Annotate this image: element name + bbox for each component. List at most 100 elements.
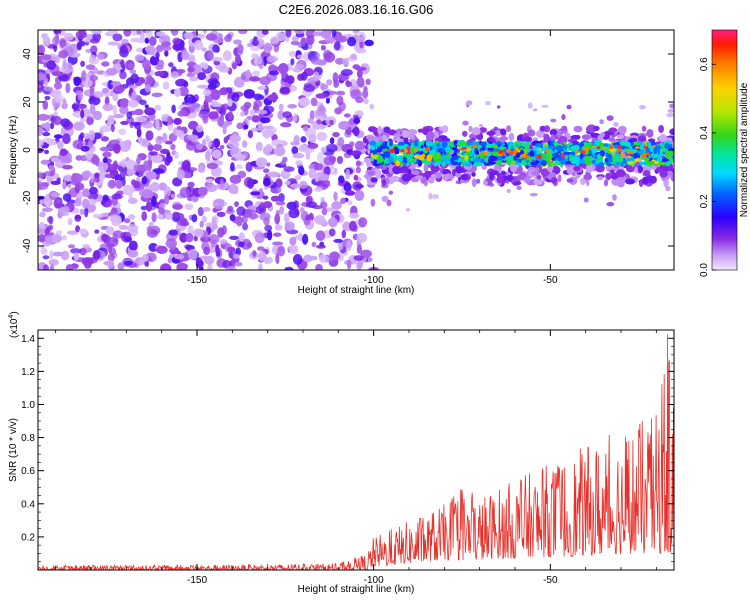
spectrogram-band-cell [596,153,601,159]
spectrogram-noise-cell [86,115,94,126]
spectrogram-band-cell [654,145,662,150]
spectrogram-band-halo [479,127,487,133]
spectrogram-noise-cell [130,30,139,36]
spectrogram-noise-cell [99,125,112,133]
spectrogram-noise-cell [81,70,87,81]
spectrogram-noise-cell [227,140,240,149]
spectrogram-band-cell [434,162,438,167]
spectrogram-noise-cell [301,71,308,81]
spectrogram-noise-cell [172,203,184,210]
spectrogram-band-cell [426,160,431,166]
spectrogram-noise-cell [73,121,85,131]
spectrogram-noise-cell [279,205,285,215]
spectrogram-noise-cell [89,103,96,115]
spectrogram-noise-cell [338,120,350,130]
spectrogram-noise-cell [255,205,267,215]
spectrogram-sparse-cell [506,188,511,194]
spectrogram-band-halo [642,170,651,177]
spectrogram-band-cell [506,159,512,166]
spectrogram-hot-cell [400,149,405,153]
spectrogram-noise-cell [257,246,265,251]
spectrogram-noise-cell [122,184,134,196]
spectrogram-noise-cell [188,249,198,260]
spectrogram-band-halo [506,125,511,133]
spectrogram-noise-cell [174,151,179,159]
spectrogram-noise-cell [40,247,48,255]
spectrogram-noise-cell [127,99,139,108]
spectrogram-noise-cell [347,259,352,270]
spectrogram-noise-cell [238,240,245,248]
spectrogram-noise-cell [170,143,176,151]
spectrogram-noise-cell [145,171,157,180]
spectrogram-noise-cell [155,31,166,37]
spectrogram-noise-cell [349,212,360,219]
spectrogram-hot-cell [414,148,419,153]
spectrogram-band-halo [605,172,612,180]
spectrogram-band-halo [561,125,568,131]
spectrogram-band-halo [570,135,580,140]
spectrogram-band-halo [455,164,463,174]
spectrogram-noise-cell [62,133,71,145]
spectrogram-band-halo [471,172,476,177]
spectrogram-noise-cell [335,57,345,65]
spectrogram-noise-cell [196,84,209,89]
spectrogram-noise-cell [218,66,230,73]
snr-y-tick-label: 1.4 [21,334,35,345]
spectrogram-hot-cell [544,148,551,153]
spectrogram-noise-cell [355,166,361,174]
spectrogram-band-halo [597,134,604,142]
spectrogram-band-cell [579,159,586,164]
spectrogram-noise-cell [112,63,123,71]
spectrogram-hot-cell [538,154,542,159]
spectrogram-noise-cell [163,194,170,205]
spectrogram-noise-cell [285,30,292,38]
spectrogram-noise-cell [235,54,241,65]
spectrogram-band-halo [566,132,571,140]
spectrogram-band-halo [534,167,540,173]
spectrogram-noise-cell [310,255,318,261]
spectrogram-noise-cell [82,198,90,209]
spectrogram-noise-cell [155,51,160,59]
spectrogram-noise-cell [102,151,112,158]
snr-y-tick-label: 0.4 [21,499,35,510]
spectrogram-noise-cell [126,111,133,120]
spectrogram-band-cell [564,151,572,156]
spectrogram-noise-cell [329,119,334,126]
spectrogram-noise-cell [267,94,279,101]
spectrogram-noise-cell [337,137,345,147]
spectrogram-noise-cell [52,251,64,257]
spectrogram-noise-cell [309,110,315,121]
spectrogram-noise-cell [149,36,157,46]
spectrogram-noise-cell [303,84,316,92]
spectrogram-noise-cell [315,230,326,241]
spectrogram-noise-cell [249,109,256,116]
spectrogram-noise-cell [258,263,263,270]
spectrogram-band-cell [555,145,563,152]
spectrogram-noise-cell [59,148,68,157]
spectrogram-band-cell [451,147,457,151]
spectrogram-band-halo [462,130,468,137]
spectrogram-band-halo [503,175,509,181]
spectrogram-band-cell [560,150,564,154]
spectrogram-noise-cell [243,124,249,130]
spectrogram-band-cell [648,160,655,166]
spectrogram-band-cell [633,141,641,146]
spectrogram-noise-cell [118,161,125,167]
spectrogram-band-halo [417,128,424,133]
spectrogram-noise-cell [128,84,138,90]
spectrogram-band-halo [616,179,625,188]
spectrogram-band-cell [457,141,463,148]
spectrogram-noise-cell [90,45,98,55]
spectrogram-noise-cell [219,87,229,96]
spectrogram-noise-cell [203,246,211,255]
spectrogram-noise-cell [149,113,156,122]
spectrogram-noise-cell [145,130,154,141]
spectrogram-band-halo [616,134,625,140]
spectrogram-band-halo [499,136,509,141]
spectrogram-noise-cell [99,146,111,152]
snr-y-tick-label: 1.0 [21,400,35,411]
spectrogram-noise-cell [262,195,269,200]
spectrogram-noise-cell [326,79,333,86]
spectrogram-band-cell [583,155,592,161]
spectrogram-noise-cell [338,241,344,250]
